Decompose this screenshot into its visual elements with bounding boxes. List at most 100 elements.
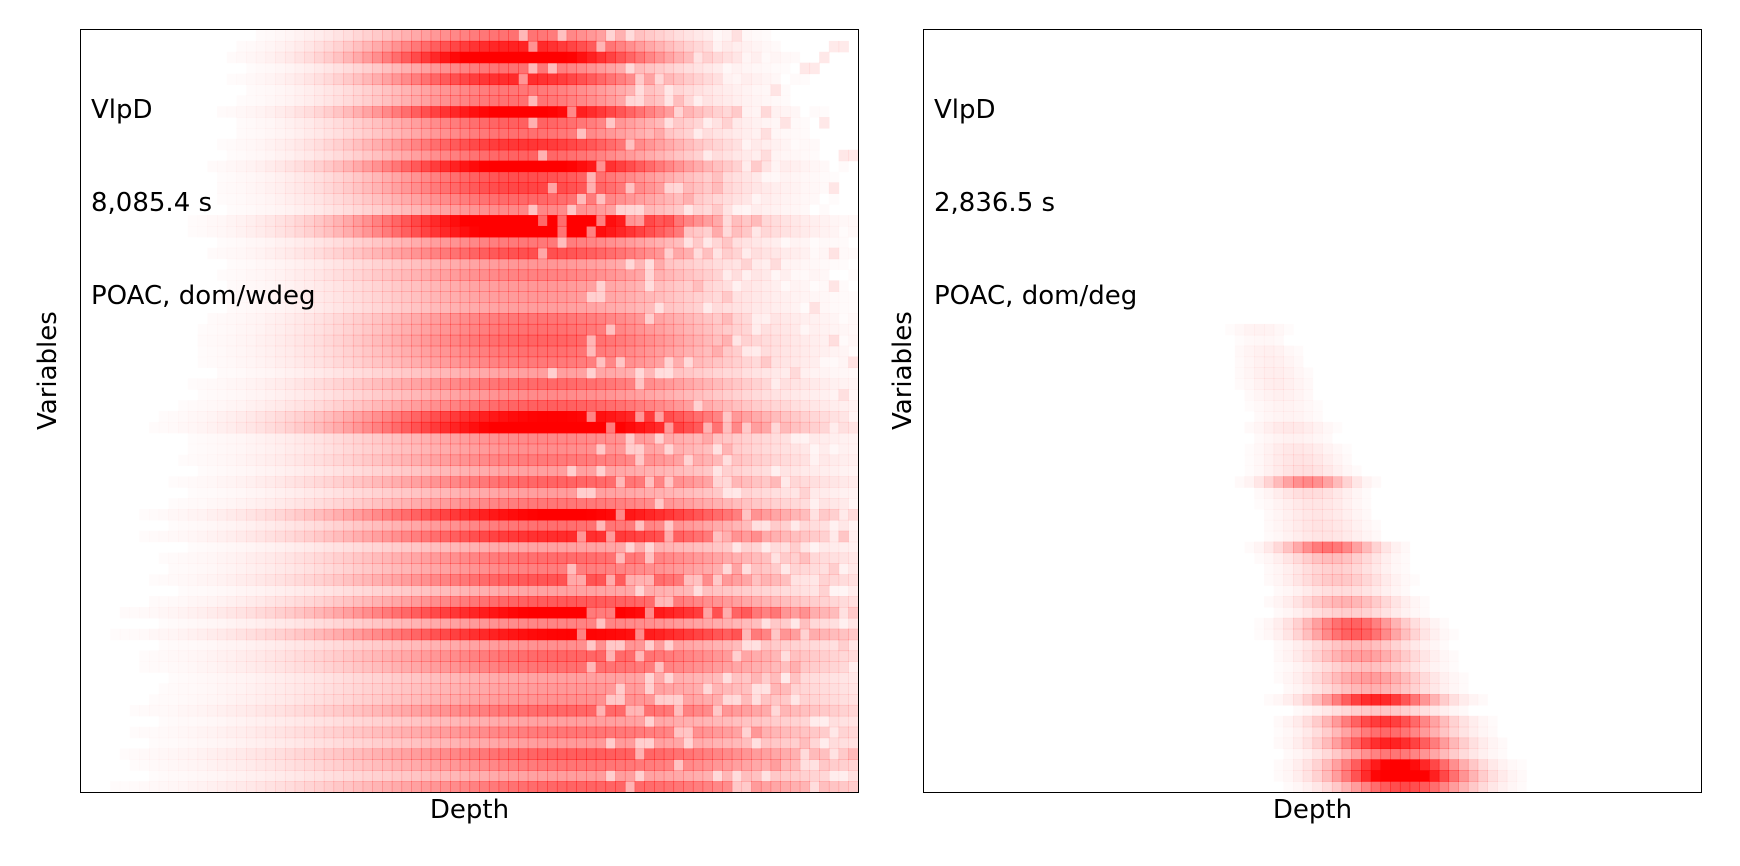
left-heat-cell: [683, 421, 694, 434]
left-heat-cell: [683, 585, 694, 597]
left-heat-cell: [333, 62, 344, 75]
left-heat-cell: [692, 498, 704, 510]
left-heat-cell: [692, 541, 704, 554]
left-heat-cell: [362, 367, 373, 379]
left-heat-cell: [401, 171, 412, 184]
left-heat-cell: [246, 215, 257, 227]
left-heat-cell: [556, 672, 568, 684]
left-heat-cell: [255, 345, 267, 358]
right-heat-cell: [1264, 433, 1274, 444]
left-heat-cell: [624, 530, 636, 543]
left-heat-cell: [624, 432, 636, 445]
right-heat-cell: [1313, 411, 1323, 422]
left-heat-cell: [761, 41, 771, 52]
left-heat-cell: [556, 356, 568, 369]
left-heat-cell: [401, 95, 412, 107]
left-heat-cell: [226, 617, 238, 630]
left-heat-cell: [352, 487, 364, 499]
left-heat-cell: [479, 182, 490, 194]
left-heat-cell: [469, 487, 480, 499]
left-heat-cell: [469, 400, 480, 412]
left-heat-cell: [284, 541, 296, 554]
left-heat-cell: [780, 182, 791, 194]
left-heat-cell: [382, 552, 393, 565]
left-heat-cell: [527, 356, 539, 369]
left-heat-cell: [828, 498, 840, 510]
left-heat-cell: [829, 291, 839, 302]
right-heat-cell: [1312, 421, 1323, 434]
left-heat-cell: [401, 694, 412, 706]
left-heat-cell: [547, 661, 558, 673]
left-heat-cell: [430, 530, 441, 543]
left-heat-cell: [469, 127, 480, 140]
left-heat-cell: [615, 661, 626, 673]
left-heat-cell: [188, 705, 198, 716]
left-heat-cell: [440, 127, 451, 140]
left-heat-cell: [362, 171, 373, 184]
left-heat-cell: [741, 715, 752, 728]
left-heat-cell: [634, 182, 645, 194]
left-heat-cell: [654, 269, 665, 281]
left-heat-cell: [265, 770, 276, 782]
left-heat-cell: [479, 541, 490, 554]
left-heat-cell: [391, 400, 403, 412]
left-heat-cell: [198, 661, 208, 672]
left-heat-cell: [605, 530, 616, 543]
right-heat-cell: [1331, 541, 1343, 554]
left-heat-cell: [343, 367, 354, 379]
left-heat-cell: [178, 606, 189, 619]
left-heat-cell: [848, 367, 858, 378]
left-heat-cell: [430, 694, 441, 706]
left-heat-cell: [673, 596, 684, 608]
left-heat-cell: [683, 51, 694, 64]
left-heat-cell: [595, 421, 607, 434]
left-heat-cell: [382, 334, 393, 347]
left-heat-cell: [343, 171, 354, 184]
left-heat-cell: [333, 30, 344, 42]
left-heat-cell: [159, 738, 169, 749]
left-heat-cell: [508, 519, 519, 532]
left-heat-cell: [294, 323, 305, 336]
left-heat-cell: [352, 302, 364, 314]
left-heat-cell: [187, 628, 199, 641]
left-heat-cell: [838, 476, 849, 488]
left-heat-cell: [624, 334, 636, 347]
left-heat-cell: [469, 661, 480, 673]
left-heat-cell: [751, 378, 762, 390]
left-heat-cell: [284, 389, 296, 401]
left-heat-cell: [168, 738, 178, 749]
left-heat-cell: [799, 215, 811, 227]
left-heat-cell: [615, 95, 626, 107]
left-heat-cell: [624, 694, 636, 706]
left-heat-cell: [838, 149, 849, 162]
left-heat-cell: [751, 541, 762, 554]
left-heat-cell: [605, 683, 616, 695]
left-heat-cell: [790, 552, 801, 565]
right-heat-cell: [1351, 476, 1362, 488]
left-heat-cell: [624, 617, 636, 630]
left-heat-cell: [828, 639, 840, 652]
left-heat-cell: [790, 508, 801, 521]
left-heat-cell: [275, 280, 286, 292]
left-heat-cell: [488, 617, 500, 630]
left-heat-cell: [352, 726, 364, 739]
left-heat-cell: [333, 672, 344, 684]
left-heat-cell: [343, 617, 354, 630]
left-heat-cell: [440, 639, 451, 652]
left-heat-cell: [333, 323, 344, 336]
left-heat-cell: [751, 51, 762, 64]
left-heat-cell: [488, 487, 500, 499]
left-heat-cell: [314, 541, 325, 554]
left-heat-cell: [518, 367, 529, 379]
left-heat-cell: [159, 705, 169, 716]
left-heat-cell: [819, 400, 830, 412]
left-heat-cell: [722, 215, 733, 227]
left-heat-cell: [450, 95, 461, 107]
left-heat-cell: [498, 650, 509, 662]
left-heat-cell: [799, 160, 811, 173]
left-heat-cell: [479, 574, 490, 586]
left-heat-cell: [673, 606, 684, 619]
left-heat-cell: [741, 530, 752, 543]
left-heat-cell: [809, 704, 820, 717]
left-heat-cell: [411, 781, 422, 792]
